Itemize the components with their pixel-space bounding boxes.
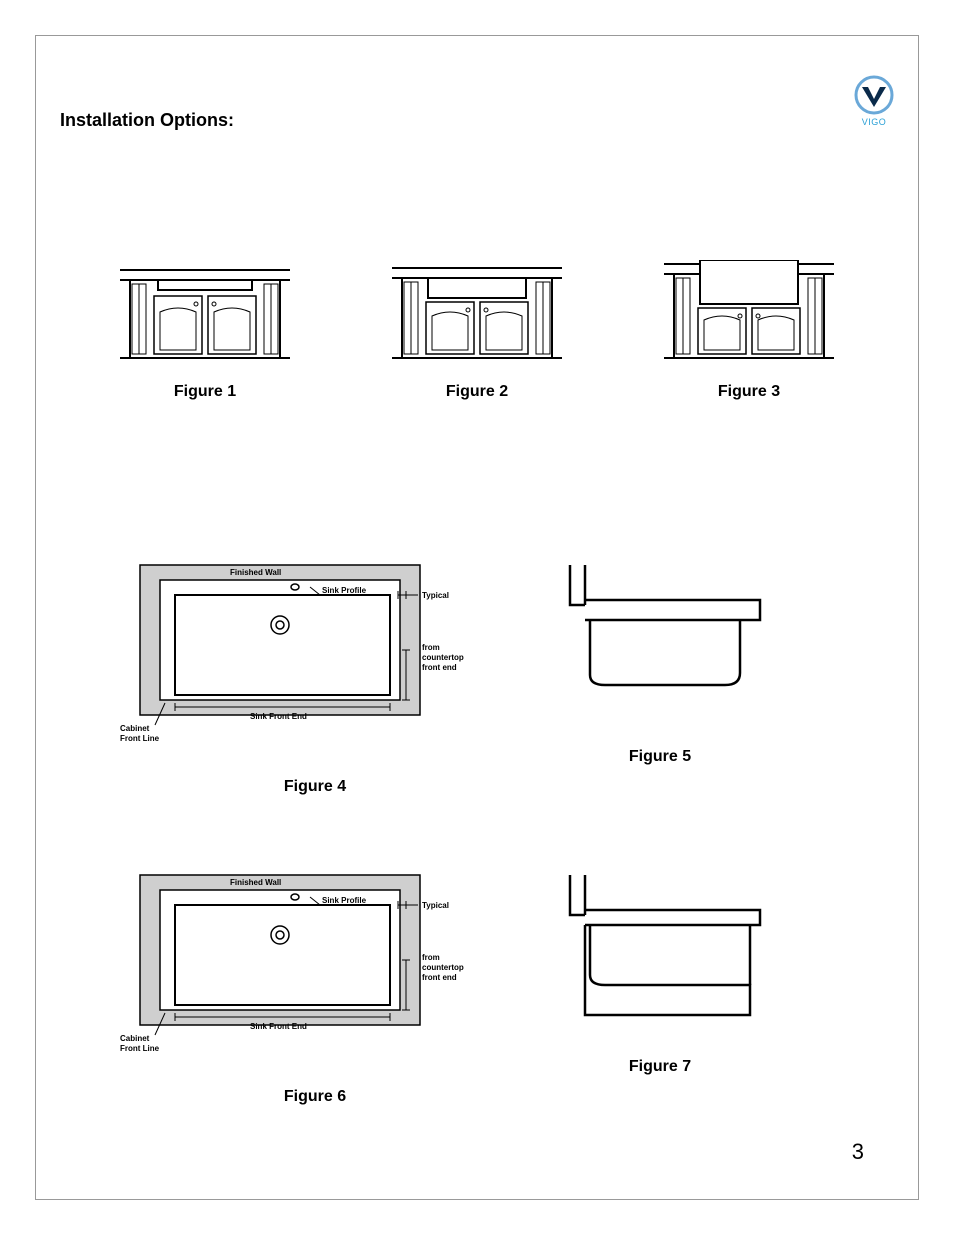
- figure-5-caption: Figure 5: [550, 748, 770, 766]
- label-sink-profile-2: Sink Profile: [322, 896, 367, 905]
- figure-7-diagram: [550, 865, 770, 1035]
- figure-6: Finished Wall Sink Profile Typical fromc…: [120, 865, 480, 1106]
- figure-row-1: Figure 1: [120, 260, 834, 401]
- figure-1-diagram: [120, 260, 290, 360]
- figure-4-caption: Figure 4: [150, 778, 480, 796]
- figure-3-caption: Figure 3: [664, 383, 834, 401]
- page-title: Installation Options:: [60, 110, 234, 131]
- label-from-countertop: fromcountertopfront end: [422, 643, 464, 672]
- figure-4-diagram: Finished Wall Sink Profile Typical fromc…: [120, 555, 480, 755]
- figure-5: Figure 5: [550, 555, 770, 796]
- label-cabinet-front-line: CabinetFront Line: [120, 724, 160, 743]
- label-sink-front-end: Sink Front End: [250, 712, 307, 721]
- figure-row-3: Finished Wall Sink Profile Typical fromc…: [120, 865, 834, 1106]
- label-from-countertop-2: fromcountertopfront end: [422, 953, 464, 982]
- label-finished-wall-2: Finished Wall: [230, 878, 281, 887]
- figure-3: Figure 3: [664, 260, 834, 401]
- figure-4: Finished Wall Sink Profile Typical fromc…: [120, 555, 480, 796]
- figure-1: Figure 1: [120, 260, 290, 401]
- figure-3-diagram: [664, 260, 834, 360]
- label-cabinet-front-line-2: CabinetFront Line: [120, 1034, 160, 1053]
- figure-7: Figure 7: [550, 865, 770, 1106]
- figure-1-caption: Figure 1: [120, 383, 290, 401]
- page-number: 3: [852, 1139, 864, 1165]
- figure-row-2: Finished Wall Sink Profile Typical fromc…: [120, 555, 834, 796]
- figure-6-diagram: Finished Wall Sink Profile Typical fromc…: [120, 865, 480, 1065]
- brand-logo: VIGO: [854, 75, 894, 127]
- label-typical-2: Typical: [422, 901, 449, 910]
- label-sink-front-end-2: Sink Front End: [250, 1022, 307, 1031]
- logo-text: VIGO: [854, 117, 894, 127]
- label-finished-wall: Finished Wall: [230, 568, 281, 577]
- figure-5-diagram: [550, 555, 770, 725]
- figure-7-caption: Figure 7: [550, 1058, 770, 1076]
- logo-icon: [854, 75, 894, 115]
- figure-2: Figure 2: [392, 260, 562, 401]
- figure-2-caption: Figure 2: [392, 383, 562, 401]
- label-typical: Typical: [422, 591, 449, 600]
- figure-2-diagram: [392, 260, 562, 360]
- figure-6-caption: Figure 6: [150, 1088, 480, 1106]
- page-content: Installation Options: VIGO: [60, 70, 894, 1175]
- label-sink-profile: Sink Profile: [322, 586, 367, 595]
